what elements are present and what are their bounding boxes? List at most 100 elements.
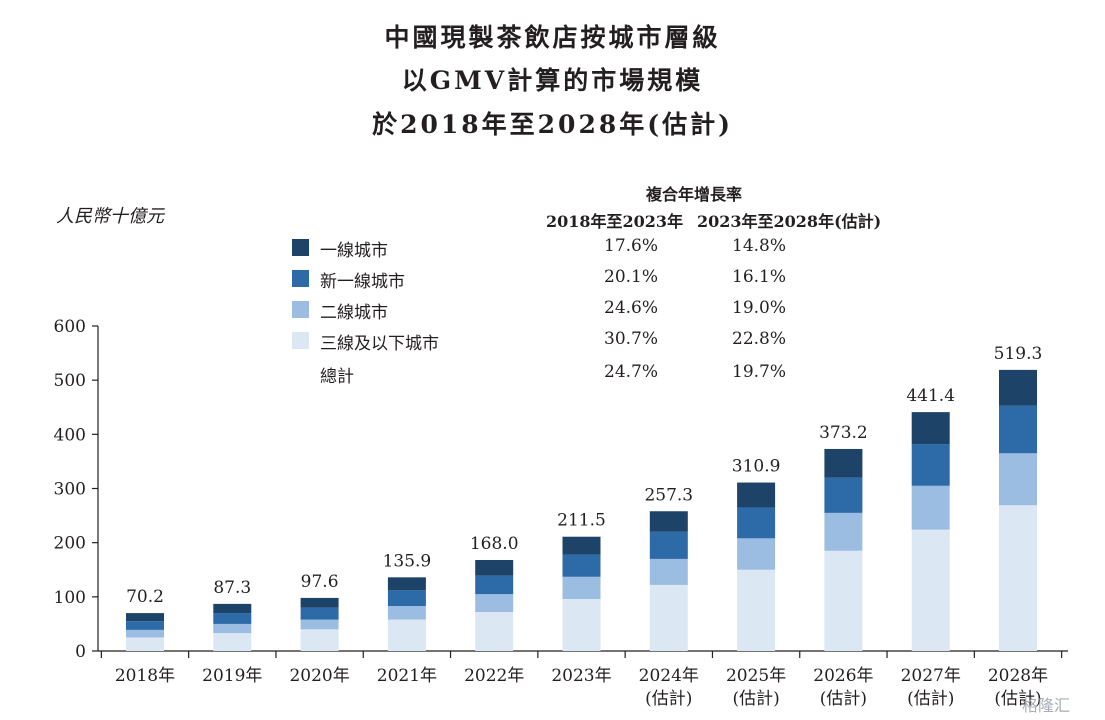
cagr-col1-heading: 2018年至2023年 xyxy=(546,212,684,231)
total-label-0: 70.2 xyxy=(126,587,164,607)
bar-segment-0-2 xyxy=(126,621,164,630)
y-tick-label-100: 100 xyxy=(54,588,86,608)
bar-segment-1-2 xyxy=(213,613,252,624)
x-tick-label-3: 2021年 xyxy=(377,666,437,686)
legend-swatch-tier1 xyxy=(292,239,309,256)
cagr-tier3-below-2023-2028: 22.8% xyxy=(732,329,787,349)
total-label-5: 211.5 xyxy=(557,511,606,531)
total-label-1: 87.3 xyxy=(213,578,251,598)
x-tick-label-6-line2: (估計) xyxy=(645,689,692,709)
total-label-10: 519.3 xyxy=(994,344,1043,364)
bar-segment-5-3 xyxy=(562,536,601,555)
bar-segment-9-0 xyxy=(911,529,950,651)
cagr-tier3-below-2018-2023: 30.7% xyxy=(604,329,659,349)
bar-segment-10-3 xyxy=(999,369,1037,406)
cagr-tier1-2023-2028: 14.8% xyxy=(732,236,787,256)
cagr-col2-heading: 2023年至2028年(估計) xyxy=(697,212,882,231)
bar-segment-0-3 xyxy=(126,613,164,622)
cagr-new-tier1-2023-2028: 16.1% xyxy=(732,267,787,287)
bar-segment-10-1 xyxy=(999,453,1037,506)
bar-segment-10-2 xyxy=(999,405,1037,454)
bar-segment-2-3 xyxy=(300,597,339,608)
bar-segment-6-3 xyxy=(649,511,688,532)
y-axis-unit-label: 人民幣十億元 xyxy=(56,206,164,227)
x-tick-label-10-line2: (估計) xyxy=(994,689,1041,709)
y-tick-label-200: 200 xyxy=(54,534,86,554)
bar-segment-3-1 xyxy=(387,606,426,620)
x-tick-label-4: 2022年 xyxy=(464,666,524,686)
y-tick-label-600: 600 xyxy=(54,317,86,337)
chart-title-line-1: 中國現製茶飲店按城市層級 xyxy=(384,23,721,52)
total-label-4: 168.0 xyxy=(470,534,519,554)
legend-label-new-tier1: 新一線城市 xyxy=(320,272,405,292)
bar-segment-10-0 xyxy=(999,505,1037,651)
bar-segment-9-2 xyxy=(911,444,950,486)
bar-segment-9-1 xyxy=(911,485,950,530)
bar-segment-2-2 xyxy=(300,607,339,620)
x-tick-label-7-line2: (估計) xyxy=(732,689,779,709)
watermark-text: 格隆汇 xyxy=(1022,696,1071,715)
cagr-tier2-2023-2028: 19.0% xyxy=(732,298,787,318)
bar-segment-5-2 xyxy=(562,554,601,577)
bar-segment-5-0 xyxy=(562,599,601,651)
bar-segment-3-0 xyxy=(387,619,426,651)
bar-segment-9-3 xyxy=(911,412,950,445)
bar-segment-4-1 xyxy=(475,594,514,612)
x-tick-label-7: 2025年 xyxy=(726,666,786,686)
x-tick-label-2: 2020年 xyxy=(289,666,349,686)
total-label-6: 257.3 xyxy=(644,485,693,505)
bar-segment-3-3 xyxy=(387,577,426,591)
total-label-3: 135.9 xyxy=(383,551,432,571)
total-label-9: 441.4 xyxy=(906,386,955,406)
legend-label-total: 總計 xyxy=(320,367,354,387)
legend-label-tier2: 二線城市 xyxy=(320,303,388,323)
cagr-total-2023-2028: 19.7% xyxy=(732,362,787,382)
bar-segment-8-1 xyxy=(824,512,863,551)
bar-segment-5-1 xyxy=(562,576,601,599)
x-tick-label-9-line2: (估計) xyxy=(907,689,954,709)
cagr-heading: 複合年增長率 xyxy=(646,185,743,204)
y-tick-label-400: 400 xyxy=(54,425,86,445)
x-tick-label-1: 2019年 xyxy=(202,666,262,686)
cagr-total-2018-2023: 24.7% xyxy=(604,362,659,382)
bar-segment-2-1 xyxy=(300,619,339,630)
legend-swatch-tier2 xyxy=(292,301,309,318)
bar-segment-6-2 xyxy=(649,531,688,559)
bar-segment-1-0 xyxy=(213,633,252,651)
bar-segment-4-2 xyxy=(475,575,514,595)
legend-swatch-new-tier1 xyxy=(292,270,309,287)
bar-segment-4-0 xyxy=(475,612,514,651)
x-tick-label-8-line2: (估計) xyxy=(820,689,867,709)
bar-segment-7-3 xyxy=(737,482,776,508)
total-label-8: 373.2 xyxy=(819,423,868,443)
bar-segment-3-2 xyxy=(387,590,426,607)
x-tick-label-8: 2026年 xyxy=(813,666,873,686)
bar-segment-8-3 xyxy=(824,448,863,478)
chart-title-line-3: 於2018年至2028年(估計) xyxy=(372,110,733,139)
y-tick-label-0: 0 xyxy=(75,642,86,662)
legend-label-tier3-below: 三線及以下城市 xyxy=(320,334,439,354)
x-tick-label-5: 2023年 xyxy=(551,666,611,686)
bar-segment-7-1 xyxy=(737,538,776,570)
cagr-new-tier1-2018-2023: 20.1% xyxy=(604,267,659,287)
bar-segment-1-3 xyxy=(213,603,252,614)
x-tick-label-0: 2018年 xyxy=(115,666,175,686)
bar-segment-7-2 xyxy=(737,507,776,539)
bar-segment-4-3 xyxy=(475,560,514,576)
bar-segment-0-0 xyxy=(126,637,164,651)
legend-label-tier1: 一線城市 xyxy=(320,241,388,261)
legend-swatch-tier3-below xyxy=(292,332,309,349)
bar-segment-8-2 xyxy=(824,477,863,513)
y-tick-label-300: 300 xyxy=(54,480,86,500)
total-label-2: 97.6 xyxy=(301,572,339,592)
bar-segment-2-0 xyxy=(300,629,339,651)
cagr-tier2-2018-2023: 24.6% xyxy=(604,298,659,318)
y-tick-label-500: 500 xyxy=(54,371,86,391)
bar-segment-6-0 xyxy=(649,584,688,651)
bar-segment-6-1 xyxy=(649,558,688,585)
bar-segment-0-1 xyxy=(126,629,164,638)
x-tick-label-9: 2027年 xyxy=(901,666,961,686)
bar-segment-8-0 xyxy=(824,550,863,651)
x-tick-label-10: 2028年 xyxy=(988,666,1048,686)
